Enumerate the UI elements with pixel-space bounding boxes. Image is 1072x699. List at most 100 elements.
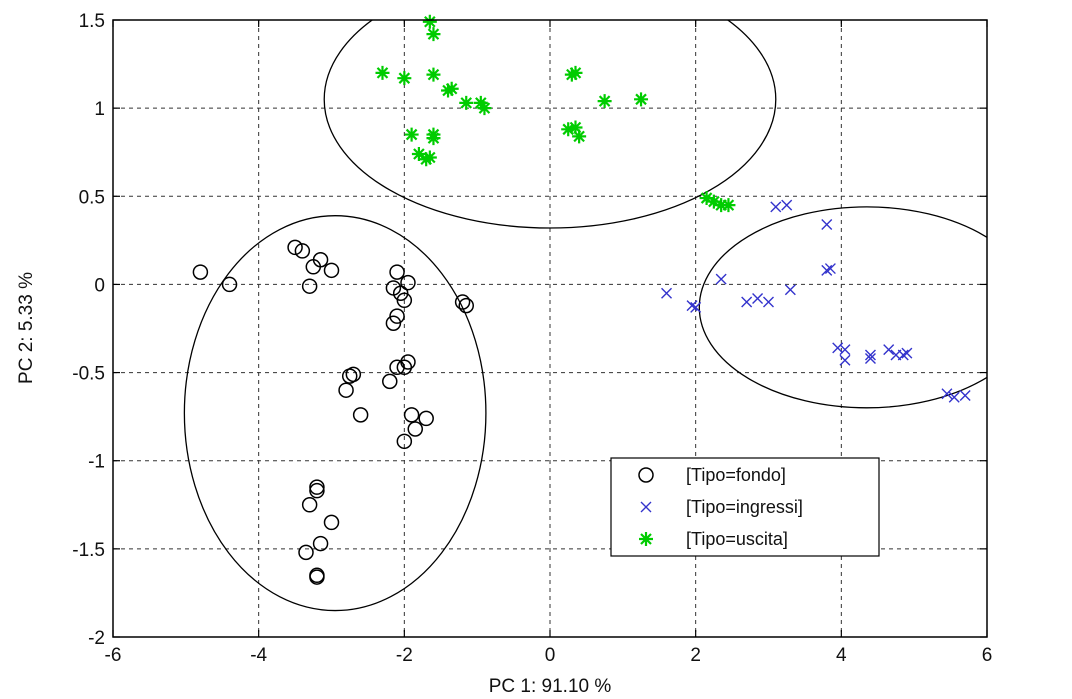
y-tick-label: -2 <box>88 628 105 649</box>
x-tick-label: -2 <box>396 645 413 666</box>
x-tick-label: 2 <box>690 645 701 666</box>
data-point <box>352 407 369 423</box>
data-point <box>422 14 437 29</box>
data-point <box>312 251 329 268</box>
data-point <box>864 349 876 361</box>
data-point <box>690 301 702 313</box>
data-point <box>397 71 412 86</box>
data-point <box>763 296 774 308</box>
data-point <box>298 544 314 561</box>
data-point <box>411 146 426 161</box>
data-point <box>323 262 340 279</box>
data-point <box>444 81 459 96</box>
cluster-ellipses <box>183 20 987 612</box>
data-point <box>839 344 851 356</box>
data-point <box>561 122 576 137</box>
data-point <box>634 92 649 107</box>
data-point <box>948 391 960 403</box>
data-point <box>824 263 836 275</box>
legend-marker <box>639 532 653 546</box>
x-tick-label: -6 <box>105 645 122 666</box>
data-point <box>382 373 398 390</box>
data-point <box>477 101 492 116</box>
series-circle <box>192 239 474 585</box>
data-point <box>572 129 587 144</box>
y-tick-label: 0.5 <box>79 187 105 208</box>
data-points <box>192 14 971 585</box>
y-tick-label: 1 <box>94 99 105 120</box>
data-point <box>821 264 833 276</box>
data-point <box>458 297 474 314</box>
series-x <box>661 199 971 403</box>
data-point <box>459 95 474 110</box>
data-point <box>883 344 895 356</box>
data-point <box>403 407 420 423</box>
data-point <box>597 94 612 109</box>
data-point <box>396 433 413 450</box>
data-point <box>781 199 793 211</box>
data-point <box>309 569 325 585</box>
data-point <box>715 273 727 285</box>
data-point <box>418 410 434 427</box>
data-point <box>312 535 329 552</box>
y-tick-label: 0 <box>94 275 105 296</box>
axis-ticks: -6 -4 -2 0 2 4 6 -2 -1.5 -1 -0.5 0 0.5 1 1.5 <box>72 11 992 666</box>
data-point <box>341 368 358 384</box>
legend-marker <box>640 501 652 513</box>
legend-label: [Tipo=uscita] <box>686 529 788 549</box>
x-tick-label: -4 <box>250 645 267 666</box>
data-point <box>699 191 714 206</box>
legend: [Tipo=fondo] [Tipo=ingressi] [Tipo=uscita] <box>610 457 880 557</box>
x-tick-label: 6 <box>982 645 993 666</box>
data-point <box>407 421 424 437</box>
data-point <box>706 194 721 209</box>
data-point <box>309 482 325 499</box>
data-point <box>441 83 456 98</box>
data-point <box>686 300 698 312</box>
y-tick-label: -0.5 <box>72 364 105 385</box>
data-point <box>564 67 579 82</box>
y-tick-label: -1.5 <box>72 540 105 561</box>
data-point <box>839 354 851 366</box>
data-point <box>323 514 340 531</box>
data-point <box>661 287 673 299</box>
cluster-ellipse <box>183 215 487 612</box>
y-tick-label: -1 <box>88 452 105 473</box>
data-point <box>454 294 471 310</box>
data-point <box>301 497 318 513</box>
data-point <box>404 127 419 142</box>
data-point <box>568 65 583 80</box>
legend-label: [Tipo=fondo] <box>686 465 786 485</box>
data-point <box>864 352 876 364</box>
data-point <box>375 65 390 80</box>
legend-marker <box>638 467 654 483</box>
data-point <box>192 264 209 280</box>
data-point <box>221 276 238 293</box>
data-point <box>419 152 434 167</box>
data-point <box>784 284 796 296</box>
data-point <box>426 131 441 146</box>
x-tick-label: 0 <box>545 645 556 666</box>
data-point <box>568 120 583 135</box>
legend-box <box>610 457 880 557</box>
data-point <box>426 27 441 42</box>
series-star <box>375 14 736 213</box>
data-point <box>287 239 303 256</box>
cluster-ellipse <box>323 20 777 229</box>
data-point <box>832 342 844 354</box>
data-point <box>422 150 437 165</box>
cluster-ellipse <box>698 206 987 409</box>
data-point <box>400 274 416 291</box>
data-point <box>301 278 318 294</box>
data-point <box>396 292 413 309</box>
data-point <box>941 388 953 400</box>
data-point <box>389 264 405 280</box>
x-tick-label: 4 <box>836 645 847 666</box>
data-point <box>309 479 325 495</box>
y-tick-label: 1.5 <box>79 11 105 32</box>
data-point <box>741 296 753 308</box>
data-point <box>473 95 488 110</box>
data-point <box>897 349 909 361</box>
x-axis-label: PC 1: 91.10 % <box>489 676 612 697</box>
